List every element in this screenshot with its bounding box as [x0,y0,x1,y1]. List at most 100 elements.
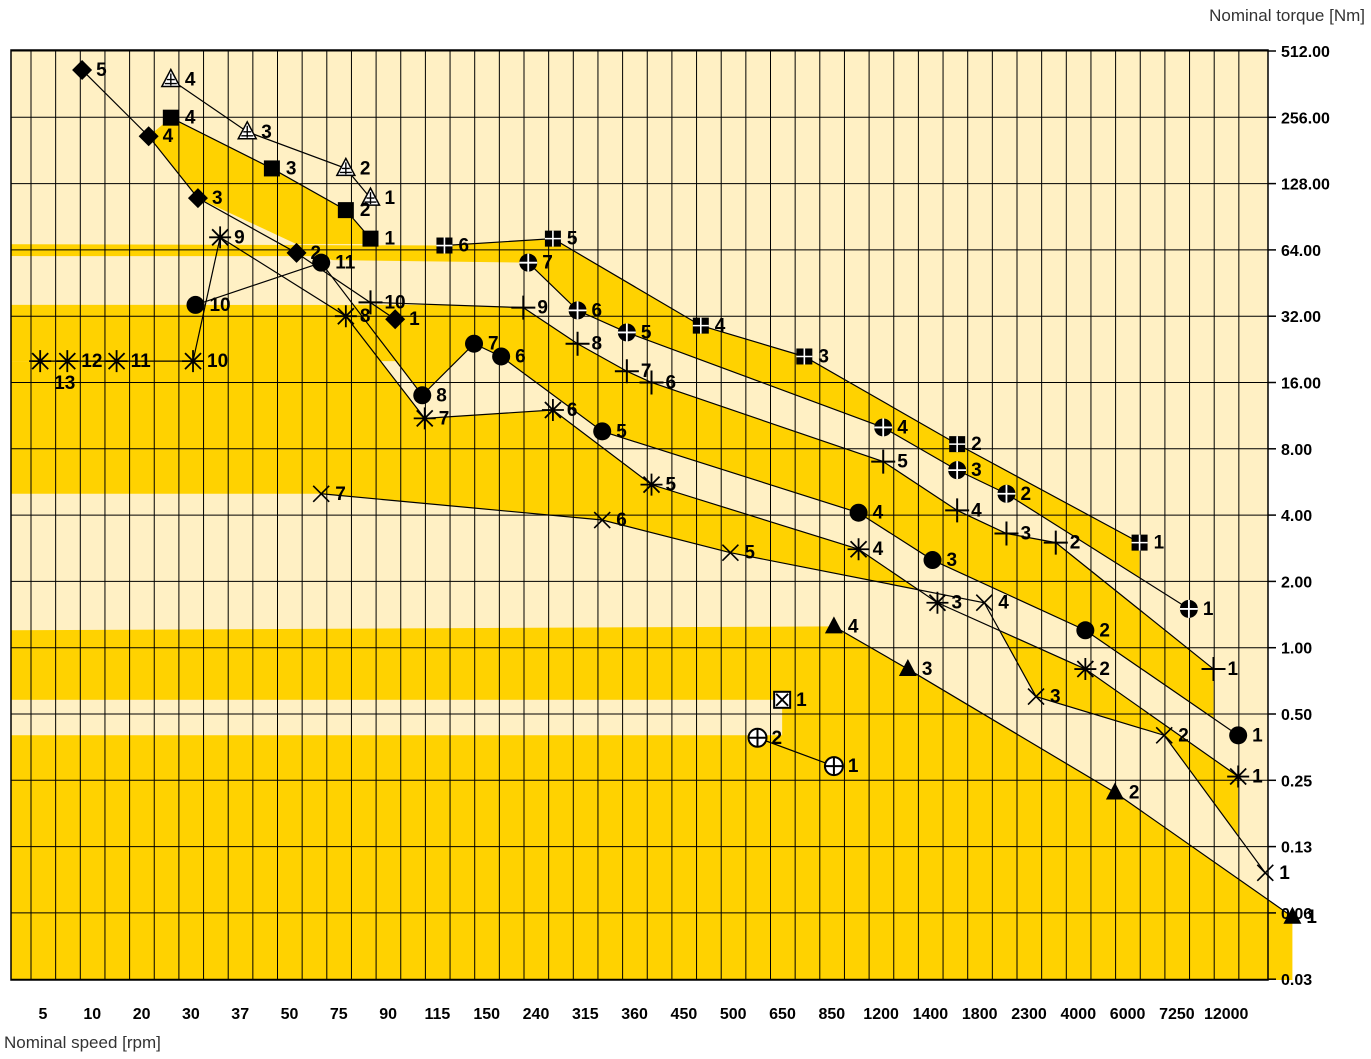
x-tick-label: 6000 [1110,1006,1146,1023]
marker-square [337,202,354,219]
band-bottom [11,735,834,980]
point-label: 8 [436,385,447,406]
point-label: 7 [542,253,553,274]
marker-square-grid [796,348,813,365]
circle-plus-lines [748,728,767,747]
y-tick-label: 256.00 [1281,110,1330,127]
marker-diamond [72,59,93,80]
marker-x [975,594,993,612]
plus-shape [358,290,383,315]
marker-x [312,485,330,503]
marker-diamond [385,309,406,330]
marker-circle [1076,621,1095,640]
marker-asterisk [1074,658,1097,681]
band-top-dark [148,117,371,245]
circle-shape [186,295,205,314]
marker-circle-cross [948,461,967,480]
point-label: 6 [666,373,677,394]
point-label: 2 [1099,620,1110,641]
point-label: 7 [439,408,450,429]
point-label: 1 [1252,725,1263,746]
point-label: 6 [616,510,627,531]
asterisk-shape [413,407,436,430]
x-tick-label: 1400 [913,1006,949,1023]
marker-square-x [773,690,792,709]
plus-shape [565,331,590,356]
x-shape [721,544,739,562]
point-label: 4 [848,616,859,637]
series-line-triangle [833,625,1293,918]
series-line-circle [195,261,1239,736]
x-tick-label: 1200 [863,1006,899,1023]
point-label: 3 [1020,524,1031,545]
x-shape [312,485,330,503]
marker-plus [945,498,970,523]
marker-triangle-hatched [360,186,381,206]
x-shape [975,594,993,612]
point-label: 7 [335,484,346,505]
point-label: 1 [1279,863,1290,884]
point-label: 4 [185,108,196,129]
circle-cross-lines [1179,599,1198,618]
marker-triangle-hatched [236,120,258,140]
marker-asterisk [926,591,949,614]
point-label: 7 [488,334,499,355]
circle-cross-lines [997,484,1016,503]
series-line-square-grid [444,238,1140,544]
x-axis-ticks: 5 10 20 30 37 50 75 90 115 150 240 315 360 450 500 650 8… [39,1006,1249,1023]
point-label: 3 [922,659,933,680]
x-tick-label: 20 [133,1006,151,1023]
x-tick-label: 5 [39,1006,48,1023]
series-line-square [170,117,371,240]
marker-asterisk [209,226,232,249]
x-tick-label: 1800 [962,1006,998,1023]
y-tick-label: 0.03 [1281,972,1312,989]
circle-cross-lines [948,461,967,480]
x-tick-label: 90 [379,1006,397,1023]
marker-circle [849,503,868,522]
point-label: 3 [212,188,223,209]
plus-shape [1201,657,1226,682]
asterisk-shape [105,350,128,373]
x-shape [593,511,611,529]
circle-shape [923,551,942,570]
marker-triangle [1105,782,1124,800]
point-label: 3 [971,460,982,481]
marker-x [1256,864,1274,882]
marker-triangle-hatched [335,156,357,177]
marker-triangle [1283,906,1302,924]
marker-circle [1229,726,1248,745]
point-label: 5 [641,322,652,343]
square-x-lines [775,693,789,707]
marker-square-grid [692,317,709,334]
point-label: 6 [458,236,469,257]
marker-circle-cross [997,484,1016,503]
point-label: 1 [1252,767,1263,788]
triangle-shape [898,659,917,677]
y-tick-label: 0.25 [1281,773,1312,790]
diamond-shape [138,126,159,147]
marker-triangle [824,616,843,634]
y-tick-label: 4.00 [1281,508,1312,525]
y-tick-label: 32.00 [1281,309,1321,326]
plus-shape [614,359,639,384]
point-label: 5 [666,475,677,496]
square-grid-lines [796,348,813,365]
x-tick-label: 75 [330,1006,348,1023]
marker-square [362,230,379,247]
x-tick-label: 2300 [1011,1006,1047,1023]
point-label: 5 [96,60,107,81]
marker-triangle-hatched [160,67,182,88]
x-tick-label: 360 [621,1006,648,1023]
triangle-shape [824,616,843,634]
marker-asterisk [413,407,436,430]
point-label: 9 [234,227,245,248]
y-tick-label: 64.00 [1281,243,1321,260]
marker-circle [312,253,331,272]
diamond-shape [286,242,307,263]
y-tick-label: 512.00 [1281,44,1330,61]
point-label: 1 [796,690,807,711]
x-tick-label: 7250 [1159,1006,1195,1023]
x-tick-label: 37 [231,1006,249,1023]
marker-plus [871,449,896,474]
